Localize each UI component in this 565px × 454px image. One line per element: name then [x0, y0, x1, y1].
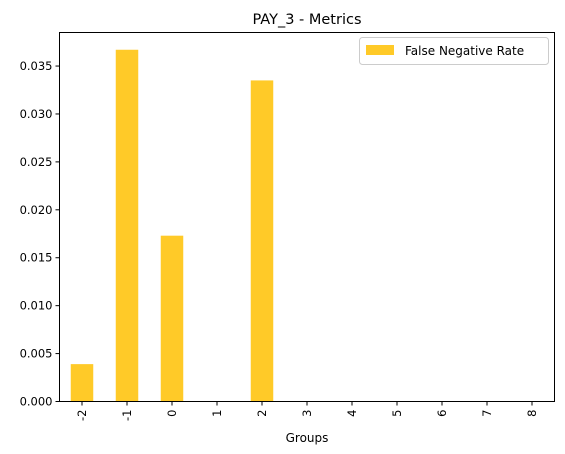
x-tick-label: 3 [300, 410, 314, 417]
y-tick-label: 0.025 [20, 155, 53, 169]
x-tick-label: -1 [120, 410, 134, 421]
x-tick-label: 6 [435, 410, 449, 417]
x-tick-label: 1 [210, 410, 224, 417]
chart-title: PAY_3 - Metrics [252, 12, 361, 28]
bars-group [70, 49, 274, 402]
x-tick-label: 8 [525, 410, 539, 417]
x-axis: -2 -1 0 1 2 3 4 5 6 7 8 [75, 401, 539, 421]
x-tick-label: 4 [345, 410, 359, 417]
plot-frame [59, 32, 555, 402]
x-tick-label: 5 [390, 410, 404, 417]
y-tick-label: 0.035 [20, 59, 53, 73]
bar--2 [70, 364, 94, 402]
legend: False Negative Rate [359, 37, 549, 65]
legend-label: False Negative Rate [405, 44, 524, 58]
y-axis: 0.000 0.005 0.010 0.015 0.020 0.025 0.030 0.035 [20, 59, 60, 409]
y-tick-label: 0.015 [20, 251, 53, 265]
y-tick-label: 0.005 [20, 347, 53, 361]
bar-0 [160, 235, 184, 402]
y-tick-label: 0.030 [20, 107, 53, 121]
x-axis-label: Groups [286, 431, 329, 445]
x-tick-label: -2 [75, 410, 89, 421]
y-tick-label: 0.010 [20, 299, 53, 313]
bar-2 [250, 80, 274, 402]
y-tick-label: 0.000 [20, 395, 53, 409]
x-tick-label: 2 [255, 410, 269, 417]
y-tick-label: 0.020 [20, 203, 53, 217]
x-tick-label: 7 [480, 410, 494, 417]
legend-swatch [366, 45, 394, 55]
bar--1 [115, 49, 139, 402]
x-tick-label: 0 [165, 410, 179, 417]
legend-box [359, 37, 549, 65]
